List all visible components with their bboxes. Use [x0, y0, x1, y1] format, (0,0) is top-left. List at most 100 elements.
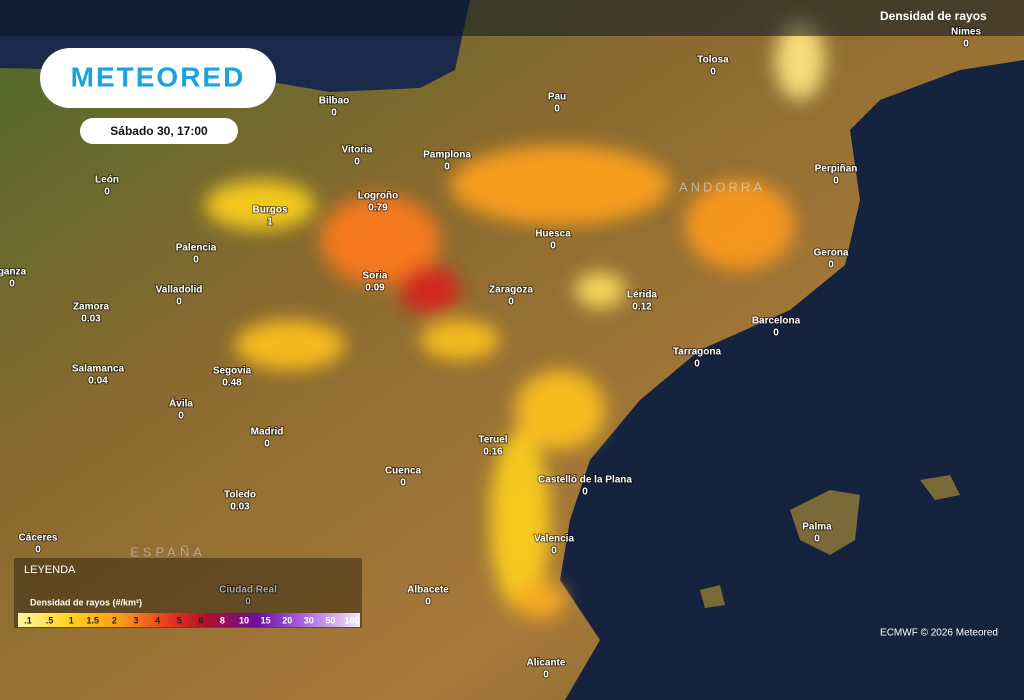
datetime: Sábado 30, 17:00: [110, 124, 208, 138]
city-value: 0: [710, 67, 716, 78]
legend-tick-label: 30: [304, 615, 314, 625]
city-value: 0: [331, 108, 337, 119]
city-value: 0: [176, 297, 182, 308]
city-name: Segovia: [213, 366, 252, 377]
city-value: 0: [425, 597, 431, 608]
city-value: 0: [814, 534, 820, 545]
legend-tick-label: 5: [177, 615, 182, 625]
city-value: 0: [444, 162, 450, 173]
legend-tick-label: 10: [239, 615, 249, 625]
city-name: Zaragoza: [489, 285, 533, 296]
city-value: 0.04: [88, 376, 108, 387]
legend-tick-label: 3: [133, 615, 138, 625]
legend-tick-label: .1: [24, 615, 32, 625]
city-name: ganza: [0, 267, 27, 278]
city-name: Lérida: [627, 290, 657, 301]
city-name: Madrid: [251, 427, 284, 438]
legend-tick-label: 6: [198, 615, 203, 625]
city-value: 0: [833, 176, 839, 187]
legend-tick-label: 2: [112, 615, 117, 625]
city-name: Tarragona: [673, 347, 722, 358]
city-name: Alicante: [527, 658, 566, 669]
city-value: 0: [508, 297, 514, 308]
country-label: ESPAÑA: [130, 544, 206, 559]
city-name: Valladolid: [156, 285, 203, 296]
city-value: 0: [543, 670, 549, 681]
city-name: Zamora: [73, 302, 110, 313]
city-value: 0: [551, 546, 557, 557]
city-value: 0: [178, 411, 184, 422]
legend-tick-label: 50: [325, 615, 335, 625]
legend-tick-label: 20: [282, 615, 292, 625]
date-badge: [80, 118, 238, 144]
city-name: Burgos: [253, 205, 288, 216]
legend-tick-label: 100: [344, 615, 359, 625]
legend-tick-label: 1.5: [87, 615, 100, 625]
mediterranean-sea: [560, 60, 1024, 700]
city-value: 0.79: [368, 203, 388, 214]
city-name: Cáceres: [19, 533, 58, 544]
city-name: Huesca: [535, 229, 571, 240]
logo-badge: [40, 48, 276, 108]
city-value: 0.03: [81, 314, 101, 325]
city-value: 0.09: [365, 283, 385, 294]
ibiza: [700, 585, 725, 608]
city-name: Palma: [802, 522, 832, 533]
city-value: 0.48: [222, 378, 242, 389]
city-name: Soria: [362, 271, 387, 282]
city-name: Salamanca: [72, 364, 125, 375]
logo: METEORED: [71, 61, 246, 92]
city-value: 0: [400, 478, 406, 489]
city-name: Tolosa: [697, 55, 729, 66]
city-value: 0: [550, 241, 556, 252]
city-name: Gerona: [813, 248, 848, 259]
city-name: Toledo: [224, 490, 256, 501]
city-name: Barcelona: [752, 316, 801, 327]
city-name: Perpiñan: [815, 164, 858, 175]
top-bar: [0, 0, 1024, 36]
city-value: 0: [773, 328, 779, 339]
city-value: 0: [582, 487, 588, 498]
city-name: Ávila: [169, 397, 193, 410]
legend-tick-label: 1: [69, 615, 74, 625]
legend-tick-label: 15: [261, 615, 271, 625]
legend-tick-label: 4: [155, 615, 160, 625]
city-name: Ciudad Real: [219, 585, 277, 596]
city-name: Bilbao: [319, 96, 350, 107]
city-value: 0: [963, 39, 969, 50]
city-name: Pau: [548, 92, 566, 103]
mallorca: [790, 490, 860, 555]
city-name: Nimes: [951, 27, 981, 38]
menorca: [920, 475, 960, 500]
legend-title: Densidad de rayos (#/km²): [30, 597, 142, 607]
city-name: Cuenca: [385, 466, 422, 477]
city-value: 0: [35, 545, 41, 556]
city-value: 0: [354, 157, 360, 168]
city-name: Logroño: [358, 191, 399, 202]
city-name: Castelló de la Plana: [538, 475, 632, 486]
city-value: 1: [267, 217, 273, 228]
city-value: 0: [554, 104, 560, 115]
legend-tick-label: 8: [220, 615, 225, 625]
city-name: León: [95, 175, 119, 186]
city-name: Palencia: [176, 243, 217, 254]
legend-tick-label: .5: [46, 615, 54, 625]
layer-title: Densidad de rayos: [880, 9, 987, 23]
city-value: 0: [9, 279, 15, 290]
lightning-overlay: [205, 20, 825, 618]
legend-ticks: .1 .5 1 1.5 2 3 4 5 6 8 10 15 20 30 50 100: [24, 615, 359, 625]
city-name: Pamplona: [423, 150, 471, 161]
city-value: 0.16: [483, 447, 503, 458]
city-name: Vitoria: [342, 145, 373, 156]
city-value: 0: [104, 187, 110, 198]
city-name: Teruel: [478, 435, 507, 446]
city-labels: Nimes0Tolosa0Bilbao0Pau0Vitoria0Pamplona…: [0, 26, 982, 682]
legend-scale: [18, 613, 360, 627]
legend-heading: LEYENDA: [24, 564, 76, 576]
city-value: 0: [828, 260, 834, 271]
credit: ECMWF © 2026 Meteored: [880, 628, 998, 639]
region-label: ANDORRA: [679, 179, 765, 194]
city-name: Albacete: [407, 585, 449, 596]
city-value: 0: [694, 359, 700, 370]
